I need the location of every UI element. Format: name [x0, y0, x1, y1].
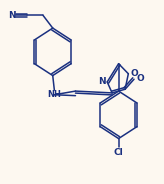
Text: O: O — [131, 69, 139, 78]
Text: N: N — [98, 77, 105, 86]
Text: O: O — [136, 74, 144, 83]
Text: N: N — [8, 11, 15, 20]
Text: NH: NH — [47, 90, 61, 99]
Text: Cl: Cl — [114, 148, 123, 157]
